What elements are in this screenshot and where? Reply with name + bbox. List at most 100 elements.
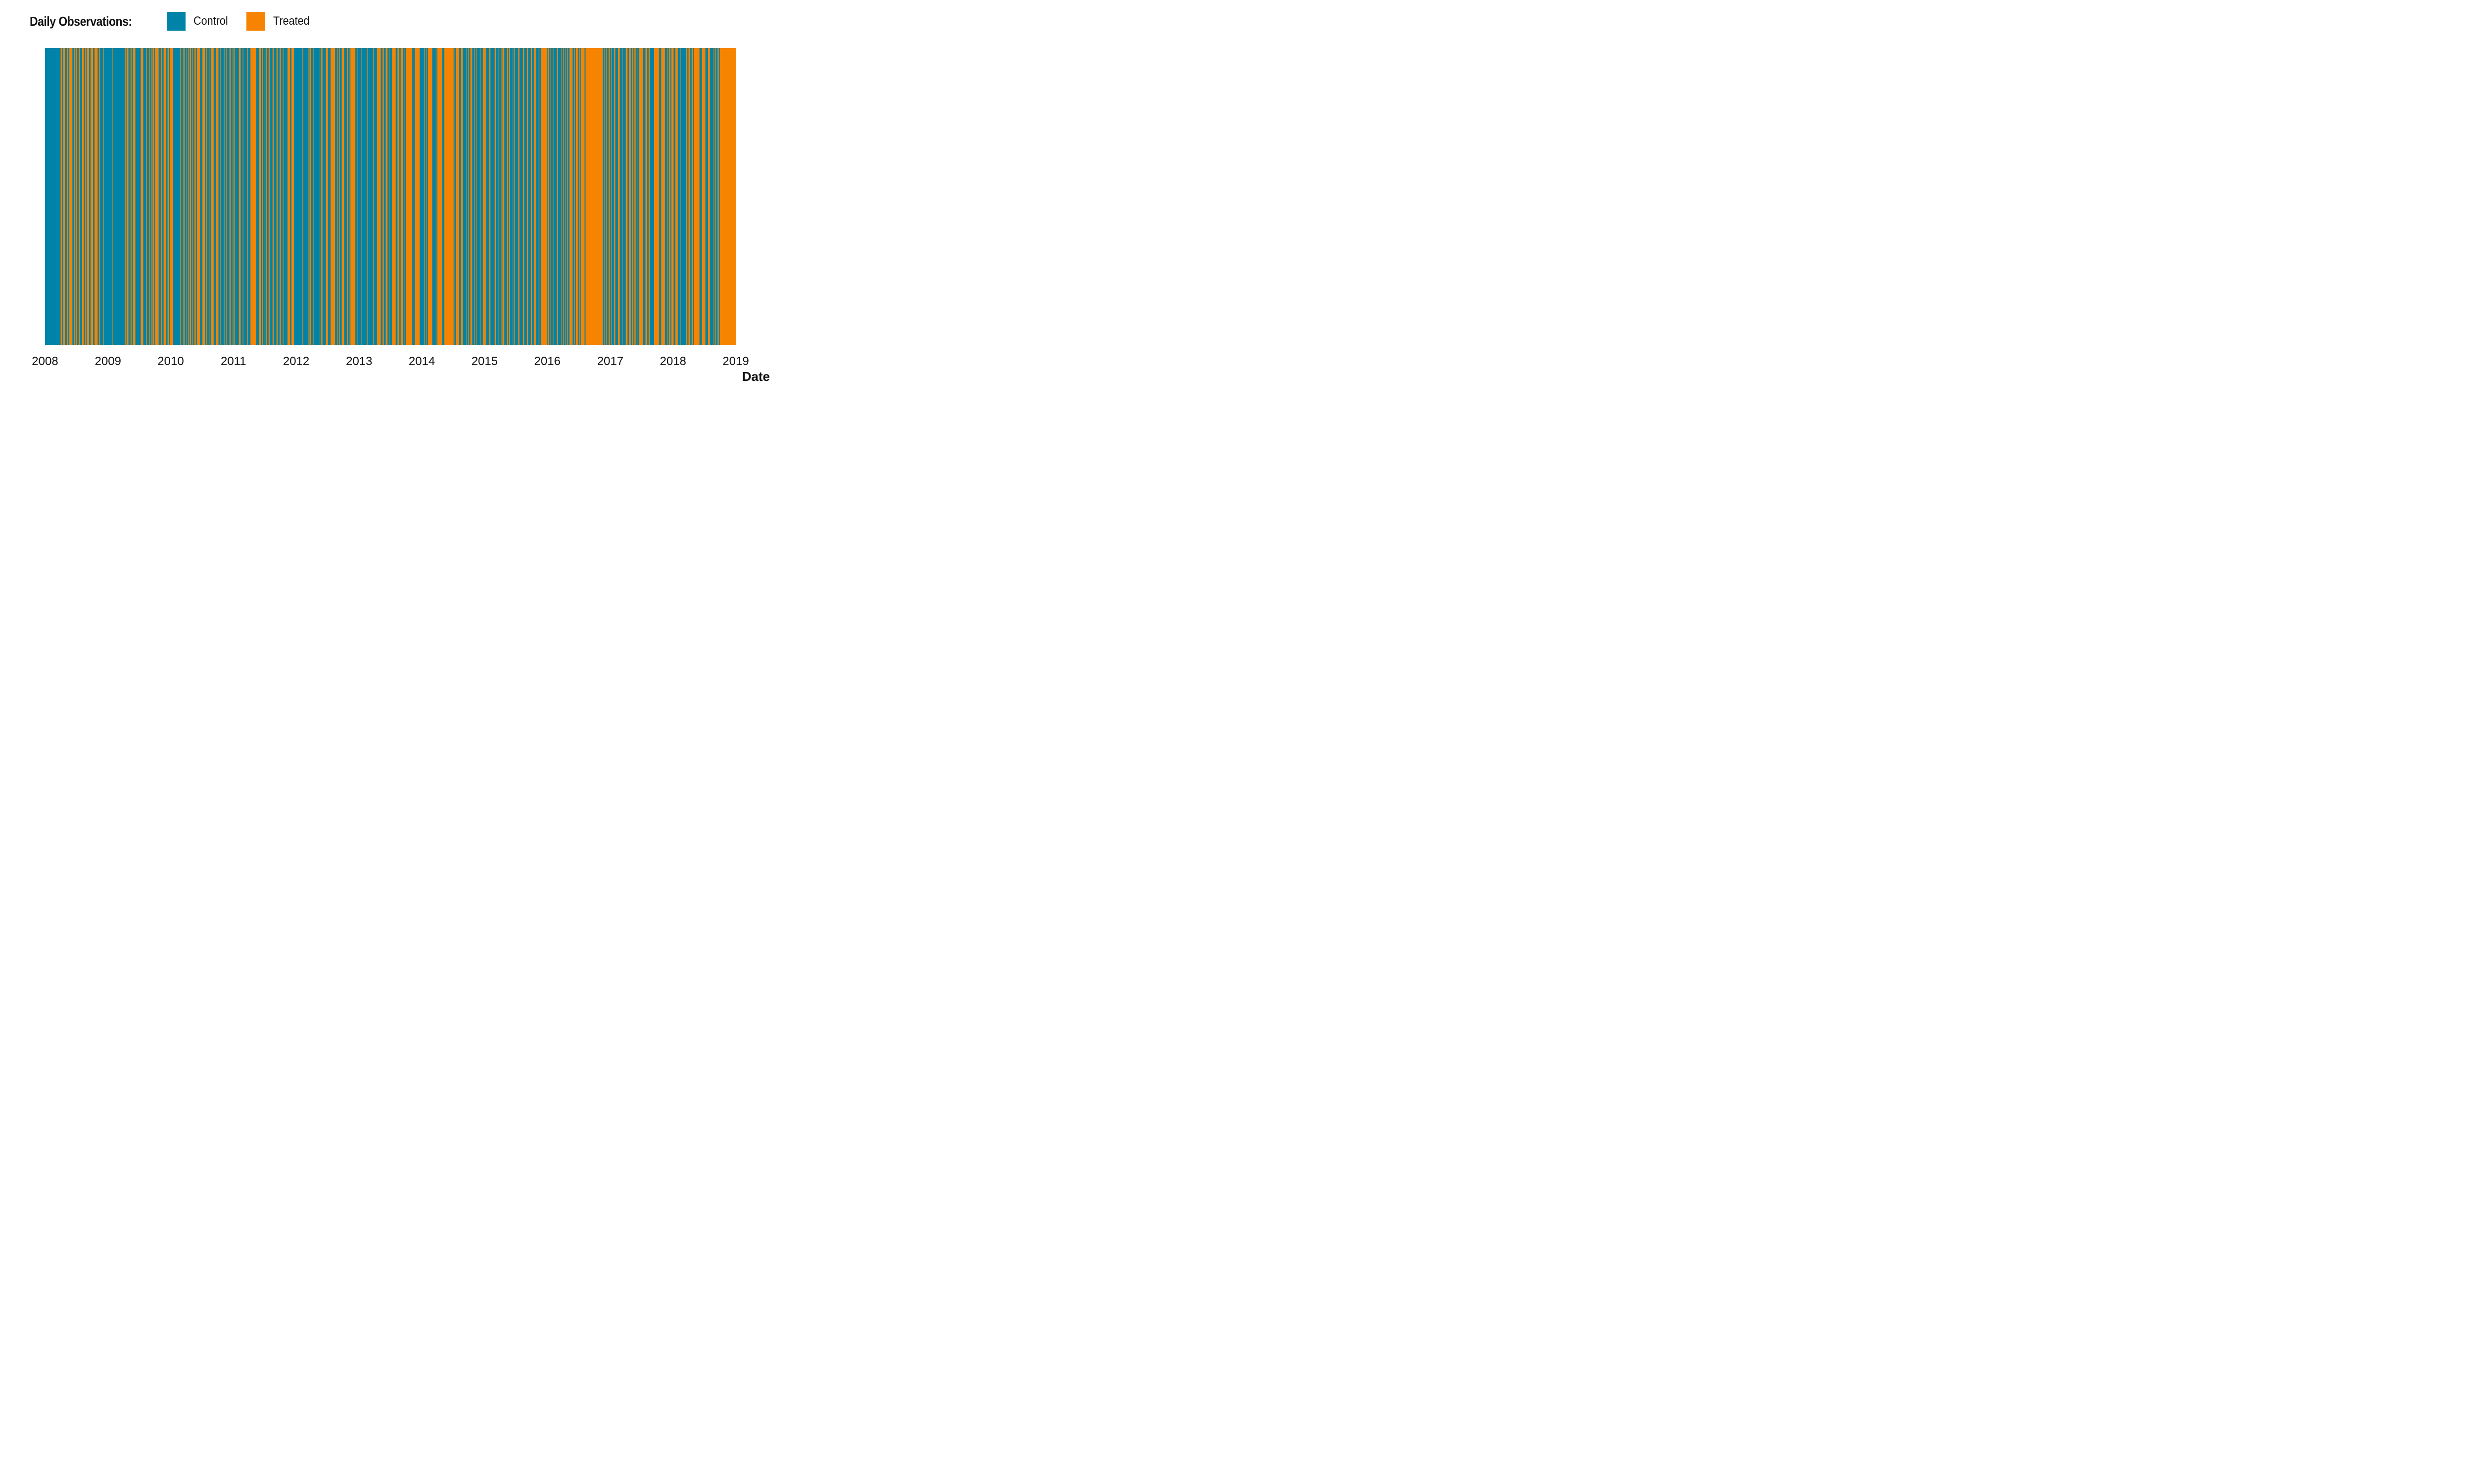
treated-day-strip xyxy=(534,48,536,345)
strip-background-control xyxy=(45,48,736,345)
treated-day-strip xyxy=(229,48,231,345)
treated-day-strip xyxy=(87,48,90,345)
treated-day-strip xyxy=(569,48,573,345)
treated-day-strip xyxy=(313,48,314,345)
x-tick-label: 2012 xyxy=(283,355,309,368)
treated-day-strip xyxy=(548,48,549,345)
x-axis-ticks: 2008 2009 2010 2011 2012 2013 2014 2015 2016 2017… xyxy=(32,355,749,368)
treated-day-strip xyxy=(424,48,425,345)
treated-day-strip xyxy=(69,48,73,345)
treated-day-strip xyxy=(377,48,381,345)
treated-day-strip xyxy=(502,48,505,345)
treated-day-strip xyxy=(309,48,311,345)
treated-day-strip xyxy=(406,48,413,345)
treated-day-strip xyxy=(604,48,605,345)
x-tick-label: 2014 xyxy=(409,355,435,368)
treated-day-strip xyxy=(397,48,400,345)
legend-item-control: Control xyxy=(166,12,232,31)
treated-day-strip xyxy=(74,48,75,345)
legend-title: Daily Observations: xyxy=(30,13,132,29)
treated-day-strip xyxy=(456,48,460,345)
treated-day-strip xyxy=(382,48,384,345)
treated-day-strip xyxy=(686,48,688,345)
treated-day-strip xyxy=(91,48,94,345)
treated-day-strip xyxy=(339,48,340,345)
treated-day-strip xyxy=(567,48,568,345)
treated-day-strip xyxy=(437,48,442,345)
treated-day-strip xyxy=(350,48,356,345)
treated-day-strip xyxy=(152,48,154,345)
treated-day-strip xyxy=(717,48,719,345)
treated-day-strip xyxy=(669,48,670,345)
legend-swatch-control xyxy=(166,12,186,31)
treated-day-strip xyxy=(563,48,564,345)
treated-day-strip xyxy=(180,48,181,345)
treated-day-strip xyxy=(494,48,496,345)
treated-day-strip xyxy=(247,48,248,345)
treated-day-strip xyxy=(654,48,659,345)
treated-day-strip xyxy=(648,48,650,345)
treated-day-strip xyxy=(608,48,610,345)
treated-day-strip xyxy=(632,48,633,345)
treated-day-strip xyxy=(704,48,706,345)
treated-day-strip xyxy=(67,48,68,345)
legend-swatch-treated xyxy=(246,12,266,31)
treated-day-strip xyxy=(702,48,705,345)
treated-day-strip xyxy=(667,48,668,345)
treated-day-strip xyxy=(133,48,136,345)
treated-day-strip xyxy=(190,48,191,345)
treated-day-strip xyxy=(708,48,710,345)
treated-day-strip xyxy=(161,48,162,345)
treated-day-strip xyxy=(489,48,491,345)
treated-day-strip xyxy=(526,48,528,345)
treated-day-strip xyxy=(385,48,388,345)
x-tick-label: 2011 xyxy=(221,355,246,368)
treated-day-strip xyxy=(720,48,736,345)
treated-day-strip xyxy=(694,48,700,345)
treated-day-strip xyxy=(392,48,396,345)
treated-day-strip xyxy=(634,48,636,345)
treated-day-strip xyxy=(194,48,196,345)
treated-day-strip xyxy=(574,48,575,345)
daily-observation-strips xyxy=(45,48,736,345)
treated-day-strip xyxy=(400,48,403,345)
treated-day-strip xyxy=(468,48,469,345)
treated-day-strip xyxy=(321,48,323,345)
treated-day-strip xyxy=(272,48,274,345)
treated-day-strip xyxy=(259,48,261,345)
treated-day-strip xyxy=(530,48,532,345)
treated-day-strip xyxy=(373,48,374,345)
treated-day-strip xyxy=(639,48,643,345)
treated-day-strip xyxy=(461,48,463,345)
x-tick-label: 2015 xyxy=(472,355,498,368)
treated-day-strip xyxy=(224,48,225,345)
x-tick-label: 2019 xyxy=(722,355,749,368)
x-axis-title: Date xyxy=(742,369,770,384)
treated-day-strip xyxy=(60,48,62,345)
treated-day-strip xyxy=(326,48,328,345)
treated-day-strip xyxy=(691,48,693,345)
treated-day-strip xyxy=(688,48,691,345)
treated-day-strip xyxy=(155,48,159,345)
treated-day-strip xyxy=(367,48,368,345)
treated-day-strip xyxy=(483,48,485,345)
treated-day-strip xyxy=(523,48,524,345)
treated-day-strip xyxy=(126,48,129,345)
treated-day-strip xyxy=(541,48,548,345)
x-tick-label: 2018 xyxy=(660,355,686,368)
treated-day-strip xyxy=(125,48,126,345)
treated-day-strip xyxy=(283,48,284,345)
x-tick-label: 2016 xyxy=(534,355,561,368)
treated-day-strip xyxy=(95,48,98,345)
treated-day-strip xyxy=(518,48,520,345)
treated-day-strip xyxy=(276,48,278,345)
treated-day-strip xyxy=(606,48,607,345)
treated-day-strip xyxy=(188,48,189,345)
treated-day-strip xyxy=(514,48,515,345)
treated-day-strip xyxy=(661,48,665,345)
treated-day-strip xyxy=(63,48,65,345)
treated-day-strip xyxy=(287,48,290,345)
treated-day-strip xyxy=(585,48,603,345)
x-tick-label: 2009 xyxy=(95,355,121,368)
legend-item-treated: Treated xyxy=(246,12,314,31)
